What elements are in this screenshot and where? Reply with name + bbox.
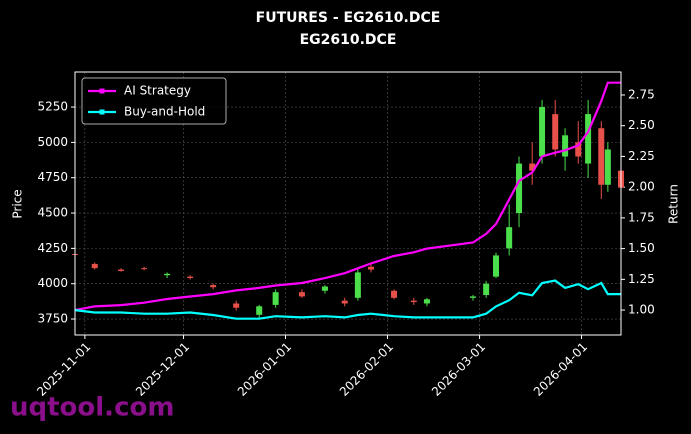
candle-body	[256, 306, 263, 315]
candle-body	[210, 285, 217, 288]
legend-marker	[99, 109, 105, 115]
candle-body	[341, 300, 348, 304]
candle-body	[391, 290, 398, 298]
candle-body	[321, 286, 328, 291]
y-tick-label: 4750	[37, 170, 68, 184]
candle-body	[562, 135, 569, 157]
candle-body	[118, 269, 125, 271]
candle-body	[368, 266, 375, 270]
candle-body	[575, 142, 582, 157]
candle-body	[506, 227, 513, 249]
y-axis-label: Price	[11, 189, 25, 218]
y-tick-label: 4500	[37, 206, 68, 220]
legend: AI Strategy Buy-and-Hold	[81, 77, 227, 125]
candle-body	[354, 272, 361, 298]
legend-label: Buy-and-Hold	[124, 105, 205, 119]
return-line	[74, 279, 621, 320]
chart-title: FUTURES - EG2610.DCE	[256, 10, 441, 26]
candle-body	[516, 163, 523, 214]
candle-body	[539, 107, 546, 157]
legend-box	[81, 77, 227, 125]
y-tick-label: 4250	[37, 241, 68, 255]
candle-body	[598, 128, 605, 185]
y2-tick-label: 1.25	[628, 272, 655, 286]
y2-tick-label: 1.00	[628, 303, 655, 317]
y-tick-label: 4000	[37, 276, 68, 290]
chart-subtitle: EG2610.DCE	[300, 32, 397, 48]
y2-tick-label: 1.50	[628, 241, 655, 255]
candle-body	[585, 114, 592, 164]
candle-body	[141, 268, 148, 270]
candle-body	[410, 300, 417, 303]
candle-body	[187, 276, 194, 279]
y-tick-label: 5250	[37, 100, 68, 114]
y2-axis-label: Return	[667, 184, 681, 224]
candle-body	[483, 283, 490, 296]
candle-body	[164, 273, 171, 276]
candle-body	[493, 255, 500, 277]
candle-body	[529, 163, 536, 171]
y-tick-label: 5000	[37, 135, 68, 149]
candle-body	[423, 299, 430, 304]
return-line	[74, 81, 621, 312]
y2-tick-label: 1.75	[628, 210, 655, 224]
watermark: uqtool.com	[10, 393, 174, 423]
y2-tick-label: 2.50	[628, 118, 655, 132]
candle-body	[552, 114, 559, 150]
candle-body	[604, 149, 611, 185]
legend-marker	[99, 88, 105, 94]
y2-tick-label: 2.00	[628, 180, 655, 194]
legend-label: AI Strategy	[124, 84, 191, 98]
plot-frame	[74, 71, 622, 336]
y2-tick-label: 2.25	[628, 149, 655, 163]
candle-body	[233, 303, 240, 308]
y2-tick-label: 2.75	[628, 87, 655, 101]
candle-body	[91, 263, 98, 269]
candle-body	[469, 296, 476, 298]
candle-body	[298, 292, 305, 297]
candle-body	[272, 292, 279, 305]
y-tick-label: 3750	[37, 312, 68, 326]
